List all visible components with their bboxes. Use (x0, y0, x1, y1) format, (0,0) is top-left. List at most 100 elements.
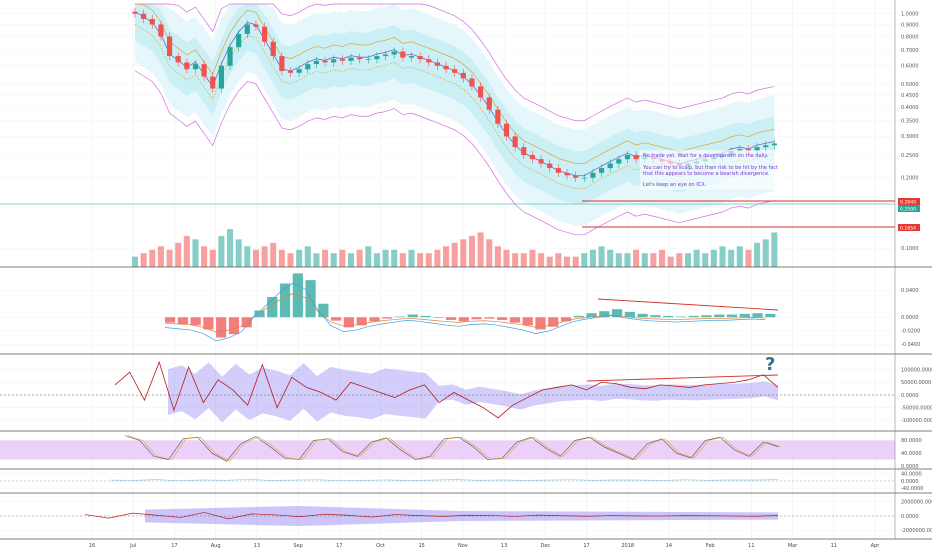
candle[interactable] (218, 65, 224, 89)
time-axis[interactable]: 16 Jul 17 Aug 13 Sep 17 Oct 15 Nov 13 Dec 17 2018 14 Fe… (89, 543, 880, 549)
candle[interactable] (616, 159, 622, 164)
candle[interactable] (149, 18, 155, 25)
candle[interactable] (443, 65, 449, 70)
candle[interactable] (495, 109, 501, 124)
candle[interactable] (175, 56, 181, 63)
candle[interactable] (192, 64, 199, 70)
volume-bar (451, 242, 458, 267)
bottom-oscillator-pane[interactable] (0, 501, 895, 531)
candle[interactable] (339, 59, 345, 61)
candle[interactable] (244, 24, 250, 34)
candle[interactable] (227, 47, 233, 66)
candle[interactable] (313, 60, 320, 65)
candle[interactable] (141, 13, 147, 19)
candle[interactable] (434, 62, 440, 66)
candle[interactable] (590, 172, 596, 178)
annotation-note[interactable]: No trade yet. Wait for a development on … (642, 153, 778, 188)
candle[interactable] (270, 41, 276, 57)
candle[interactable] (400, 51, 406, 58)
candle[interactable] (184, 62, 190, 70)
volume-bar (598, 246, 605, 267)
y-tick-label: 0.3000 (901, 134, 919, 140)
macd-bar (203, 317, 214, 330)
volume-bar (710, 249, 717, 267)
candle[interactable] (478, 86, 484, 98)
candle[interactable] (391, 51, 397, 55)
candle[interactable] (564, 172, 570, 176)
candle[interactable] (503, 123, 510, 137)
y-tick-label: 0.7000 (901, 48, 919, 54)
y-tick-label: -0.0400 (901, 342, 920, 348)
candle[interactable] (253, 24, 259, 27)
candle[interactable] (486, 97, 492, 110)
volume-bar (529, 249, 536, 267)
volume-bar (443, 246, 450, 267)
time-label: 14 (666, 543, 672, 549)
volume-bar (304, 246, 311, 267)
macd-bar (663, 315, 674, 318)
candle[interactable] (331, 59, 337, 63)
candle[interactable] (236, 33, 242, 48)
candle[interactable] (452, 69, 458, 73)
candle[interactable] (633, 155, 639, 160)
y-tick-label: -0.0200 (901, 329, 920, 335)
volume-bar (322, 249, 329, 267)
macd-bar (407, 314, 418, 318)
candle[interactable] (287, 71, 294, 73)
candle[interactable] (166, 36, 173, 57)
volume-bar (460, 239, 467, 267)
candle[interactable] (573, 175, 579, 178)
candle[interactable] (581, 177, 587, 179)
candle[interactable] (210, 76, 216, 89)
candle[interactable] (754, 147, 760, 152)
macd-bar (318, 303, 329, 318)
price-pane[interactable] (0, 3, 895, 267)
candle[interactable] (555, 168, 561, 173)
candle[interactable] (158, 24, 164, 37)
stochastic-pane[interactable] (0, 435, 895, 467)
y-tick-label: 0.8000 (901, 34, 919, 40)
candle[interactable] (357, 57, 363, 60)
candle[interactable] (279, 56, 285, 72)
price-tag-middle: 0.2500 (898, 205, 920, 213)
volume-bar (339, 249, 346, 267)
candle[interactable] (624, 155, 631, 160)
candle[interactable] (201, 64, 207, 77)
macd-bar (331, 317, 342, 321)
candle[interactable] (426, 59, 432, 63)
candle[interactable] (607, 163, 613, 169)
candle[interactable] (512, 136, 518, 148)
macd-bar (714, 314, 725, 318)
question-mark-annotation[interactable]: ? (765, 354, 775, 375)
candle[interactable] (296, 69, 302, 73)
macd-pane[interactable] (0, 273, 895, 345)
candle[interactable] (262, 26, 268, 42)
candle[interactable] (417, 56, 423, 60)
candle[interactable] (763, 145, 769, 148)
candle[interactable] (538, 159, 544, 164)
candle[interactable] (365, 59, 371, 61)
ema-slow-line (134, 3, 775, 164)
candle[interactable] (547, 163, 553, 169)
candle[interactable] (322, 60, 328, 63)
candle[interactable] (460, 72, 466, 79)
candle[interactable] (521, 147, 527, 156)
candle[interactable] (382, 54, 389, 57)
candle[interactable] (771, 143, 777, 146)
candle[interactable] (469, 78, 475, 87)
divergence-line[interactable] (586, 374, 779, 382)
oscillator-pane[interactable] (0, 360, 895, 423)
candle[interactable] (374, 56, 380, 60)
time-label: Feb (706, 543, 715, 549)
candle[interactable] (305, 64, 311, 70)
candle[interactable] (529, 155, 536, 160)
lower-envelope-line (134, 70, 775, 236)
candle[interactable] (408, 56, 415, 58)
divergence-line[interactable] (597, 298, 779, 311)
candle[interactable] (598, 168, 605, 173)
candle[interactable] (132, 11, 138, 14)
candle[interactable] (348, 57, 354, 61)
small-oscillator-pane[interactable] (0, 473, 895, 489)
